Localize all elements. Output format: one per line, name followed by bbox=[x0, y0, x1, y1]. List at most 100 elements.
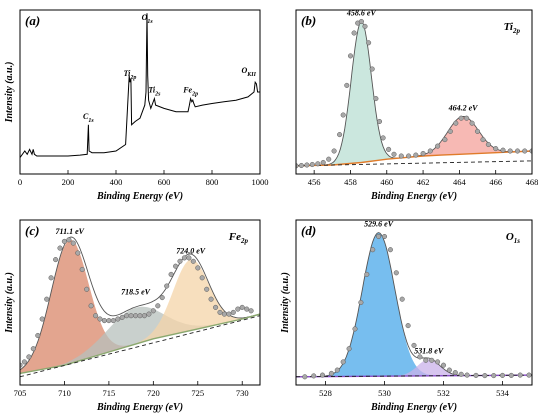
peak-component-1 bbox=[20, 239, 260, 374]
peak-label-3: 724.0 eV bbox=[176, 247, 206, 256]
data-point bbox=[344, 82, 350, 88]
plot-area bbox=[296, 232, 532, 380]
element-label-main: Ti bbox=[504, 21, 514, 33]
data-point bbox=[26, 354, 32, 360]
x-tick-label: 725 bbox=[191, 388, 204, 398]
data-point bbox=[319, 372, 326, 378]
element-label-subscript: 2p bbox=[512, 27, 521, 35]
x-tick-label: 720 bbox=[147, 388, 160, 398]
element-label-main: O bbox=[506, 231, 514, 243]
x-tick-label: 534 bbox=[496, 388, 510, 398]
data-point bbox=[61, 238, 67, 244]
data-point bbox=[75, 250, 81, 256]
data-point bbox=[435, 143, 441, 149]
element-label: O1s bbox=[506, 231, 520, 245]
peak-annotation: C1s bbox=[83, 112, 94, 124]
data-point bbox=[164, 283, 170, 289]
element-label: Ti2p bbox=[504, 21, 521, 35]
data-point bbox=[106, 318, 112, 324]
data-point bbox=[376, 233, 382, 240]
peak-annotation-main: Ti bbox=[148, 86, 156, 95]
data-point bbox=[393, 270, 399, 276]
data-point bbox=[340, 359, 346, 365]
data-point bbox=[493, 146, 499, 152]
data-point bbox=[427, 148, 433, 154]
data-point bbox=[93, 313, 99, 319]
peak-label-2: 464.2 eV bbox=[448, 103, 479, 112]
data-point bbox=[328, 370, 334, 376]
data-point bbox=[302, 374, 308, 380]
plot-area bbox=[20, 13, 260, 158]
data-point bbox=[480, 137, 486, 143]
data-point bbox=[381, 233, 388, 240]
peak-label-2: 718.5 eV bbox=[121, 287, 151, 296]
envelope-fit-line bbox=[296, 21, 532, 167]
data-point bbox=[39, 316, 45, 322]
data-point bbox=[217, 309, 223, 315]
data-point bbox=[386, 146, 392, 152]
peak-label-1: 529.6 eV bbox=[364, 220, 394, 229]
data-point bbox=[362, 23, 368, 29]
peak-component-2 bbox=[20, 306, 260, 374]
axes-frame bbox=[19, 219, 261, 386]
x-tick-label: 400 bbox=[110, 177, 123, 187]
data-point bbox=[458, 115, 464, 121]
panel-d: 529.6 eV 531.8 eV O1s 528 530 532 534 Binding E… bbox=[280, 219, 533, 413]
x-tick-label: 532 bbox=[437, 388, 450, 398]
x-tick-label: 710 bbox=[58, 388, 71, 398]
data-point bbox=[213, 304, 219, 310]
data-point bbox=[453, 120, 459, 126]
peak-component-1 bbox=[296, 232, 532, 377]
data-point bbox=[155, 303, 161, 309]
data-point bbox=[369, 66, 375, 72]
data-point bbox=[53, 257, 59, 263]
survey-spectrum-line bbox=[20, 13, 260, 158]
data-point bbox=[423, 357, 429, 363]
peak-label-2: 531.8 eV bbox=[414, 346, 444, 355]
data-point bbox=[315, 161, 321, 167]
data-point bbox=[146, 311, 152, 317]
data-point bbox=[446, 367, 452, 373]
x-tick-label: 530 bbox=[378, 388, 391, 398]
data-point bbox=[391, 151, 397, 157]
data-point bbox=[199, 275, 205, 281]
panel-b: 458.6 eV 464.2 eV Ti2p 456 458 460 462 464 466 46… bbox=[295, 8, 538, 202]
axes-frame bbox=[295, 9, 533, 175]
data-point bbox=[248, 308, 254, 314]
data-point bbox=[168, 271, 174, 277]
peak-annotation-subscript: 2s bbox=[154, 92, 161, 98]
element-label-subscript: 1s bbox=[514, 237, 521, 245]
data-point bbox=[522, 148, 528, 154]
envelope-fit-line bbox=[20, 236, 260, 371]
peak-annotation-subscript: 2p bbox=[129, 75, 136, 81]
data-point bbox=[366, 40, 372, 46]
data-point bbox=[304, 162, 310, 168]
data-point bbox=[21, 359, 27, 365]
data-point bbox=[420, 150, 426, 157]
data-point bbox=[239, 304, 245, 310]
data-point bbox=[469, 120, 475, 126]
data-point bbox=[221, 311, 227, 317]
x-tick-label: 460 bbox=[380, 177, 393, 187]
axes-frame bbox=[295, 219, 533, 386]
data-point bbox=[119, 314, 125, 320]
x-tick-label: 0 bbox=[18, 177, 22, 187]
x-tick-label: 800 bbox=[206, 177, 219, 187]
x-tick-label: 1000 bbox=[252, 177, 269, 187]
data-point bbox=[337, 132, 343, 138]
data-point bbox=[137, 313, 143, 319]
x-tick-label: 528 bbox=[319, 388, 332, 398]
data-point bbox=[35, 332, 41, 339]
data-point bbox=[124, 313, 130, 319]
data-point bbox=[88, 303, 94, 309]
peak-annotation-subscript: KII bbox=[246, 72, 256, 78]
peak-annotation: O1s bbox=[142, 13, 154, 25]
data-point bbox=[417, 354, 423, 360]
data-point bbox=[429, 357, 435, 363]
peak-annotation-main: Fe bbox=[182, 86, 192, 95]
panel-label: (c) bbox=[25, 223, 39, 238]
plot-area bbox=[20, 236, 260, 378]
x-tick-label: 600 bbox=[158, 177, 171, 187]
peak-annotation-subscript: 2p bbox=[191, 92, 198, 98]
